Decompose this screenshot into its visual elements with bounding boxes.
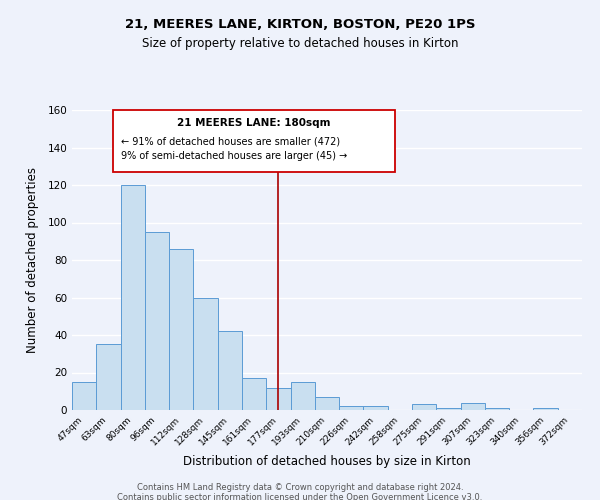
- Bar: [96, 344, 121, 410]
- Y-axis label: Number of detached properties: Number of detached properties: [26, 167, 39, 353]
- Bar: [72, 382, 96, 410]
- Bar: [315, 397, 339, 410]
- Text: Size of property relative to detached houses in Kirton: Size of property relative to detached ho…: [142, 38, 458, 51]
- Bar: [113, 110, 395, 172]
- Bar: [121, 185, 145, 410]
- Text: ← 91% of detached houses are smaller (472): ← 91% of detached houses are smaller (47…: [121, 136, 340, 146]
- Text: Contains HM Land Registry data © Crown copyright and database right 2024.: Contains HM Land Registry data © Crown c…: [137, 482, 463, 492]
- Bar: [169, 248, 193, 410]
- Text: 9% of semi-detached houses are larger (45) →: 9% of semi-detached houses are larger (4…: [121, 151, 347, 161]
- Bar: [461, 402, 485, 410]
- Text: 21, MEERES LANE, KIRTON, BOSTON, PE20 1PS: 21, MEERES LANE, KIRTON, BOSTON, PE20 1P…: [125, 18, 475, 30]
- Bar: [290, 382, 315, 410]
- Text: 21 MEERES LANE: 180sqm: 21 MEERES LANE: 180sqm: [178, 118, 331, 128]
- Bar: [533, 408, 558, 410]
- Bar: [218, 331, 242, 410]
- Text: Contains public sector information licensed under the Open Government Licence v3: Contains public sector information licen…: [118, 492, 482, 500]
- Bar: [242, 378, 266, 410]
- Bar: [436, 408, 461, 410]
- Bar: [364, 406, 388, 410]
- Bar: [339, 406, 364, 410]
- Bar: [412, 404, 436, 410]
- Bar: [193, 298, 218, 410]
- Bar: [266, 388, 290, 410]
- Bar: [485, 408, 509, 410]
- Bar: [145, 232, 169, 410]
- X-axis label: Distribution of detached houses by size in Kirton: Distribution of detached houses by size …: [183, 456, 471, 468]
